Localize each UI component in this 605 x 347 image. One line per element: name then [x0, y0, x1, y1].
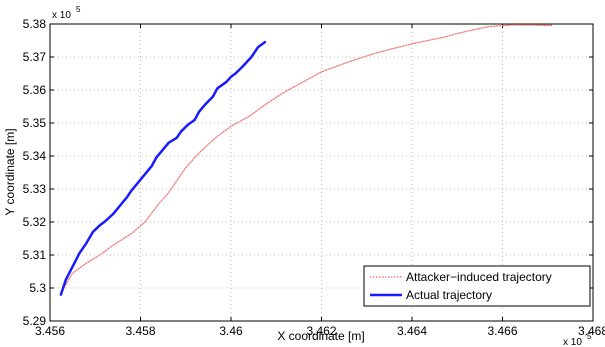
y-tick-label: 5.37: [23, 50, 47, 64]
legend-box: [363, 265, 591, 307]
svg-text:5: 5: [76, 5, 81, 14]
y-tick-label: 5.38: [23, 17, 47, 31]
y-tick-label: 5.29: [23, 314, 47, 328]
y-tick-label: 5.32: [23, 215, 47, 229]
x-axis-label: X coordinate [m]: [277, 329, 364, 343]
x-tick-label: 3.462: [306, 324, 336, 338]
x-tick-label: 3.466: [487, 324, 517, 338]
x-tick-label: 3.468: [578, 324, 605, 338]
x-tick-label: 3.464: [397, 324, 427, 338]
y-tick-label: 5.3: [29, 281, 46, 295]
svg-text:x 10: x 10: [52, 10, 71, 21]
y-tick-label: 5.35: [23, 116, 47, 130]
svg-text:x 10: x 10: [563, 337, 582, 347]
series-line-actual: [59, 40, 267, 296]
legend: Attacker−induced trajectory Actual traje…: [363, 265, 591, 307]
y-exponent-label: x 10 5: [52, 5, 81, 21]
ticks: 3.456 3.458 3.46 3.462 3.464 3.466 3.468 5.29 5.…: [23, 17, 605, 338]
series-line-attacker-induced: [60, 24, 553, 294]
y-tick-label: 5.34: [23, 149, 47, 163]
y-axis-label: Y coordinate [m]: [3, 128, 17, 215]
x-exponent-label: x 10 5: [563, 332, 592, 347]
legend-label-actual: Actual trajectory: [406, 288, 492, 302]
y-tick-label: 5.31: [23, 248, 47, 262]
x-tick-label: 3.458: [125, 324, 155, 338]
legend-label-attacker: Attacker−induced trajectory: [406, 270, 552, 284]
series: [59, 24, 553, 296]
y-tick-label: 5.36: [23, 83, 47, 97]
x-tick-label: 3.46: [219, 324, 243, 338]
x-tick-label: 3.456: [35, 324, 65, 338]
y-tick-label: 5.33: [23, 182, 47, 196]
svg-text:5: 5: [587, 332, 592, 341]
